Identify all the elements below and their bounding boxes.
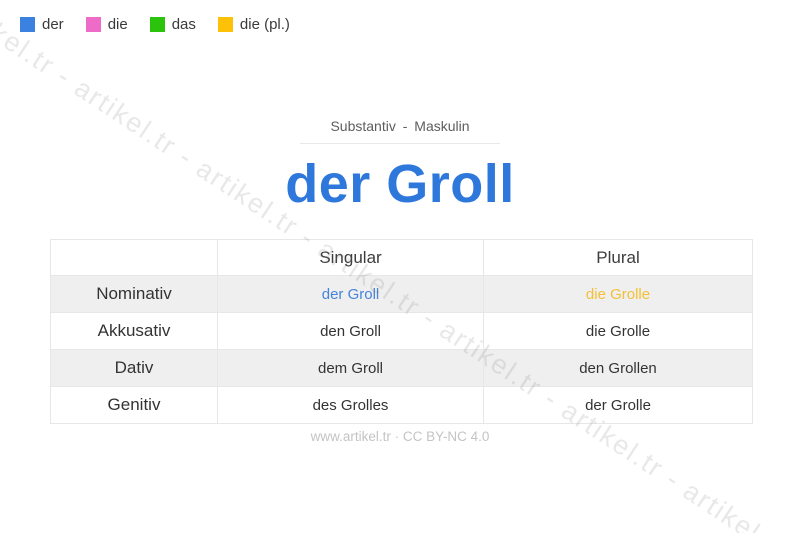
legend-item-die-plural: die (pl.) <box>217 16 290 33</box>
die-plural-color-swatch <box>217 17 233 32</box>
legend-item-die: die <box>85 16 128 33</box>
singular-column-header: Singular <box>217 239 484 276</box>
plural-column-header: Plural <box>483 239 753 276</box>
table-row-dativ: Dativ dem Groll den Grollen <box>50 349 753 387</box>
table-row-genitiv: Genitiv des Grolles der Grolle <box>50 386 753 424</box>
subtitle-divider <box>300 143 500 144</box>
legend-label-die: die <box>107 16 128 33</box>
case-label: Genitiv <box>50 386 218 424</box>
legend-label-der: der <box>42 16 64 33</box>
singular-value: dem Groll <box>217 349 484 387</box>
legend-label-die-plural: die (pl.) <box>239 16 290 33</box>
case-label: Dativ <box>50 349 218 387</box>
plural-value: die Grolle <box>483 275 753 313</box>
article-legend: der die das die (pl.) <box>20 17 290 32</box>
plural-value: den Grollen <box>483 349 753 387</box>
legend-label-das: das <box>171 16 196 33</box>
case-column-header <box>50 239 218 276</box>
singular-value: des Grolles <box>217 386 484 424</box>
die-color-swatch <box>85 17 101 32</box>
footer-credit: www.artikel.tr · CC BY-NC 4.0 <box>310 429 490 444</box>
table-header-row: Singular Plural <box>50 239 753 276</box>
case-label: Akkusativ <box>50 312 218 350</box>
legend-item-das: das <box>149 16 196 33</box>
legend-item-der: der <box>20 17 64 32</box>
case-label: Nominativ <box>50 275 218 313</box>
singular-value: der Groll <box>217 275 484 313</box>
word-type-subtitle: Substantiv - Maskulin <box>330 118 470 134</box>
plural-value: die Grolle <box>483 312 753 350</box>
plural-value: der Grolle <box>483 386 753 424</box>
table-row-akkusativ: Akkusativ den Groll die Grolle <box>50 312 753 350</box>
table-row-nominativ: Nominativ der Groll die Grolle <box>50 275 753 313</box>
page-title: der Groll <box>285 154 515 214</box>
der-color-swatch <box>20 17 35 32</box>
declension-table: Singular Plural Nominativ der Groll die … <box>50 239 753 424</box>
das-color-swatch <box>149 17 165 32</box>
singular-value: den Groll <box>217 312 484 350</box>
